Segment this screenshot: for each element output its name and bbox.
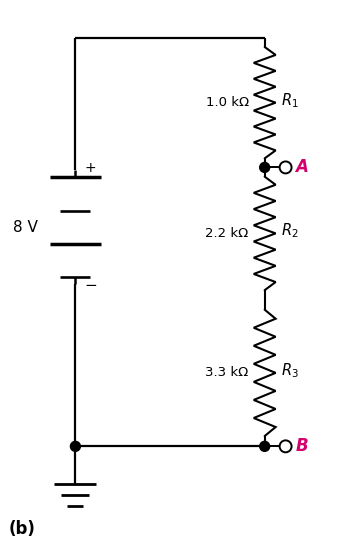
Text: (b): (b) [8,519,35,538]
Circle shape [70,442,81,452]
Text: 1.0 kΩ: 1.0 kΩ [206,96,249,109]
Text: B: B [296,437,308,455]
Text: 3.3 kΩ: 3.3 kΩ [205,367,249,379]
Circle shape [260,442,270,452]
Circle shape [280,161,292,173]
Circle shape [260,162,270,172]
Text: −: − [84,278,97,294]
Text: A: A [296,158,308,177]
Text: 8 V: 8 V [13,220,38,235]
Text: +: + [84,161,96,176]
Text: $R_3$: $R_3$ [280,361,299,380]
Text: $R_1$: $R_1$ [280,91,298,109]
Circle shape [280,440,292,452]
Text: 2.2 kΩ: 2.2 kΩ [205,227,249,240]
Text: $R_2$: $R_2$ [280,221,298,240]
